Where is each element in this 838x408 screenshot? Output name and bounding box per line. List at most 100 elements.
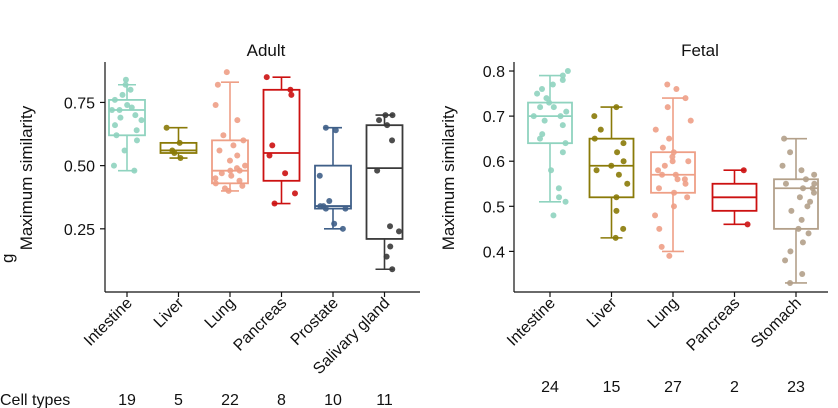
data-point — [666, 252, 673, 259]
data-point — [163, 124, 170, 131]
data-point — [317, 203, 324, 210]
data-point — [226, 157, 233, 164]
data-point — [132, 112, 139, 119]
data-point — [661, 162, 668, 169]
y-axis-label: Maximum similarity — [17, 105, 36, 250]
data-point — [672, 171, 679, 178]
data-point — [339, 225, 346, 232]
data-point — [214, 81, 221, 88]
panel-title: Adult — [247, 41, 286, 60]
data-point — [685, 158, 692, 165]
data-point — [804, 203, 811, 210]
data-point — [613, 207, 620, 214]
data-point — [781, 135, 788, 142]
data-point — [263, 74, 270, 81]
x-category-label: Pancreas — [684, 295, 744, 355]
data-point — [779, 162, 786, 169]
data-point — [687, 117, 694, 124]
data-point — [669, 153, 676, 160]
data-point — [608, 162, 615, 169]
data-point — [176, 139, 183, 146]
data-point — [682, 180, 689, 187]
data-point — [591, 113, 598, 120]
data-point — [121, 147, 128, 154]
data-point — [389, 137, 396, 144]
data-point — [613, 194, 620, 201]
cell-type-count: 10 — [324, 392, 342, 408]
x-category-label: Intestine — [504, 295, 559, 350]
data-point — [236, 177, 243, 184]
data-point — [212, 175, 219, 182]
data-point — [563, 108, 570, 115]
data-point — [624, 180, 631, 187]
y-tick-label: 0.25 — [64, 222, 95, 239]
box-liver — [588, 137, 635, 199]
data-point — [811, 171, 818, 178]
data-point — [809, 185, 816, 192]
box-intestine — [108, 99, 146, 137]
data-point — [322, 124, 329, 131]
data-point — [223, 69, 230, 76]
data-point — [620, 225, 627, 232]
data-point — [538, 86, 545, 93]
data-point — [220, 132, 227, 139]
data-point — [234, 117, 241, 124]
data-point — [169, 147, 176, 154]
panel-fetal: Fetal Maximum similarity 0.4 0.5 0.6 0.7 0.8 In… — [439, 41, 828, 396]
data-point — [543, 95, 550, 102]
data-point — [376, 117, 383, 124]
cell-type-count: 22 — [221, 392, 239, 408]
data-point — [548, 167, 555, 174]
data-point — [614, 149, 621, 156]
data-point — [534, 90, 541, 97]
data-point — [669, 158, 676, 165]
y-tick-label: 0.5 — [483, 199, 505, 216]
data-point — [559, 77, 566, 84]
data-point — [218, 170, 225, 177]
data-point — [799, 270, 806, 277]
data-point — [138, 117, 145, 124]
box-lung — [211, 139, 249, 185]
data-point — [671, 189, 678, 196]
data-point — [234, 152, 241, 159]
data-point — [559, 122, 566, 129]
data-point — [800, 185, 807, 192]
cell-type-count: 8 — [277, 392, 286, 408]
x-category-label: Pancreas — [231, 295, 291, 355]
data-point — [240, 137, 247, 144]
data-point — [326, 198, 333, 205]
data-point — [559, 149, 566, 156]
data-point — [332, 127, 339, 134]
data-point — [228, 172, 235, 179]
data-point — [562, 198, 569, 205]
data-point — [615, 171, 622, 178]
data-point — [537, 104, 544, 111]
cell-type-count: 2 — [730, 379, 739, 396]
data-point — [119, 91, 126, 98]
data-point — [795, 225, 802, 232]
data-point — [389, 112, 396, 119]
data-point — [291, 190, 298, 197]
data-point — [131, 167, 138, 174]
data-point — [550, 104, 557, 111]
data-point — [796, 194, 803, 201]
data-point — [266, 152, 273, 159]
data-point — [591, 135, 598, 142]
data-point — [788, 207, 795, 214]
data-point — [556, 194, 563, 201]
x-category-label: Prostate — [288, 295, 342, 349]
data-point — [593, 167, 600, 174]
data-point — [620, 140, 627, 147]
data-point — [546, 99, 553, 106]
data-point — [331, 220, 338, 227]
data-point — [805, 230, 812, 237]
y-tick-label: 0.4 — [483, 244, 505, 261]
data-point — [530, 113, 537, 120]
data-point — [798, 167, 805, 174]
data-point — [787, 149, 794, 156]
cell-type-count: 24 — [541, 379, 559, 396]
data-point — [802, 176, 809, 183]
data-point — [133, 127, 140, 134]
data-point — [287, 86, 294, 93]
